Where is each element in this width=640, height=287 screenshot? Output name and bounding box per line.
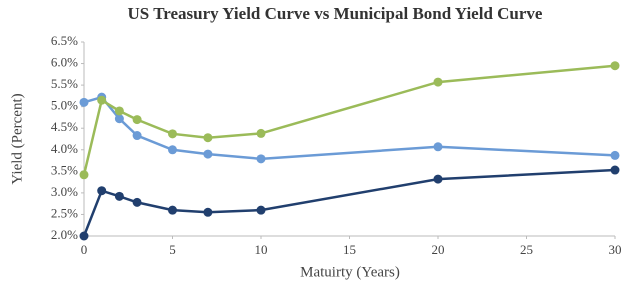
point (168, 145, 177, 155)
point (79, 170, 89, 180)
x-tick-label: 30 (609, 242, 622, 257)
chart-title: US Treasury Yield Curve vs Municipal Bon… (128, 4, 543, 23)
x-tick-label: 0 (81, 242, 88, 257)
point (132, 115, 142, 125)
y-tick-label: 4.5% (51, 119, 78, 134)
point (610, 150, 620, 160)
point (97, 186, 107, 196)
point (114, 191, 124, 201)
y-tick-label: 2.5% (51, 205, 78, 220)
point (203, 207, 213, 217)
x-tick-label: 5 (169, 242, 176, 257)
y-tick-label: 6.5% (51, 33, 78, 48)
point (168, 205, 177, 215)
point (114, 114, 124, 124)
point (256, 205, 266, 215)
point (433, 142, 443, 152)
point (433, 174, 443, 184)
x-axis-label: Matuirty (Years) (300, 264, 400, 280)
point (114, 106, 124, 116)
point (203, 133, 213, 143)
x-tick-label: 10 (255, 242, 268, 257)
y-axis-label: Yield (Percent) (9, 93, 25, 184)
point (610, 61, 620, 71)
point (610, 165, 620, 175)
point (256, 154, 266, 164)
x-tick-label: 15 (343, 242, 356, 257)
y-tick-label: 5.5% (51, 76, 78, 91)
y-tick-label: 2.0% (51, 227, 78, 242)
point (132, 197, 142, 207)
point (97, 95, 107, 105)
y-tick-label: 3.0% (51, 184, 78, 199)
point (203, 149, 213, 159)
y-tick-label: 6.0% (51, 55, 78, 70)
series-line (82, 168, 616, 237)
y-tick-label: 4.0% (51, 141, 78, 156)
x-tick-label: 20 (432, 242, 445, 257)
x-tick-label: 25 (520, 242, 533, 257)
series-line (82, 64, 616, 176)
series-line (83, 95, 616, 161)
point (168, 129, 177, 139)
point (433, 77, 443, 87)
point (132, 131, 142, 141)
point (79, 97, 89, 107)
y-tick-label: 5.0% (51, 98, 78, 113)
y-tick-label: 3.5% (51, 162, 78, 177)
point (79, 231, 89, 241)
point (256, 128, 266, 138)
